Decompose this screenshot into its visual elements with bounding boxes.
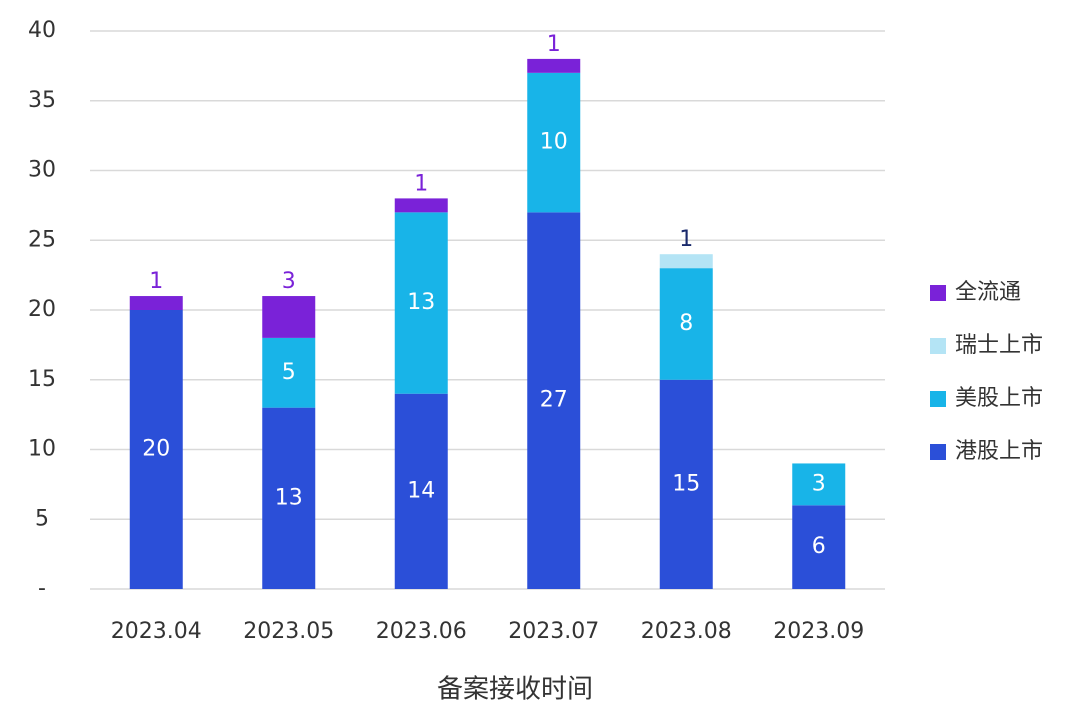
- y-tick-label: 20: [28, 297, 56, 322]
- x-tick-label: 2023.07: [508, 619, 599, 644]
- bar-segment: [129, 296, 183, 310]
- x-tick-label: 2023.09: [773, 619, 864, 644]
- bar-segment: [394, 212, 448, 394]
- data-label: 13: [275, 485, 303, 510]
- bar-segment: [659, 254, 713, 269]
- y-tick-label: 15: [28, 367, 56, 392]
- y-tick-label: 10: [28, 437, 56, 462]
- data-label: 13: [407, 290, 435, 315]
- x-tick-label: 2023.04: [111, 619, 202, 644]
- bar-segment: [659, 268, 713, 380]
- data-label: 10: [540, 130, 568, 155]
- y-tick-label: 25: [28, 227, 56, 252]
- data-label: 14: [407, 478, 435, 503]
- y-tick-label: 30: [28, 158, 56, 183]
- data-label: 20: [142, 437, 170, 462]
- x-tick-label: 2023.05: [243, 619, 334, 644]
- data-label: 3: [812, 471, 826, 496]
- bar-segment: [792, 505, 846, 589]
- bar-segment: [129, 310, 183, 589]
- legend-swatch: [930, 444, 946, 460]
- legend-label: 美股上市: [955, 386, 1043, 411]
- legend-swatch: [930, 285, 946, 301]
- y-tick-label: 35: [28, 88, 56, 113]
- data-label: 8: [679, 311, 693, 336]
- bar-segment: [394, 198, 448, 213]
- y-tick-label: 40: [28, 18, 56, 43]
- legend-swatch: [930, 338, 946, 354]
- data-label: 1: [149, 269, 163, 294]
- bar-segment: [262, 296, 316, 338]
- data-label: 3: [282, 269, 296, 294]
- legend-label: 全流通: [955, 280, 1021, 305]
- data-label: 5: [282, 360, 296, 385]
- bar-segment: [262, 337, 316, 408]
- legend-swatch: [930, 391, 946, 407]
- x-axis-title: 备案接收时间: [437, 675, 593, 705]
- data-label: 1: [414, 171, 428, 196]
- bar-segment: [527, 212, 581, 589]
- y-tick-label: -: [38, 576, 46, 601]
- bar-segment: [792, 463, 846, 506]
- bar-segment: [262, 407, 316, 589]
- data-label: 1: [547, 32, 561, 57]
- data-label: 27: [540, 388, 568, 413]
- y-tick-label: 5: [35, 506, 49, 531]
- data-label: 6: [812, 534, 826, 559]
- x-tick-label: 2023.08: [641, 619, 732, 644]
- bar-segment: [527, 72, 581, 213]
- data-label: 1: [679, 227, 693, 252]
- data-label: 15: [672, 471, 700, 496]
- x-tick-label: 2023.06: [376, 619, 467, 644]
- bar-segment: [527, 58, 581, 73]
- legend-label: 港股上市: [955, 439, 1043, 464]
- bar-segment: [394, 393, 448, 589]
- legend-label: 瑞士上市: [955, 333, 1043, 358]
- bar-segment: [659, 379, 713, 589]
